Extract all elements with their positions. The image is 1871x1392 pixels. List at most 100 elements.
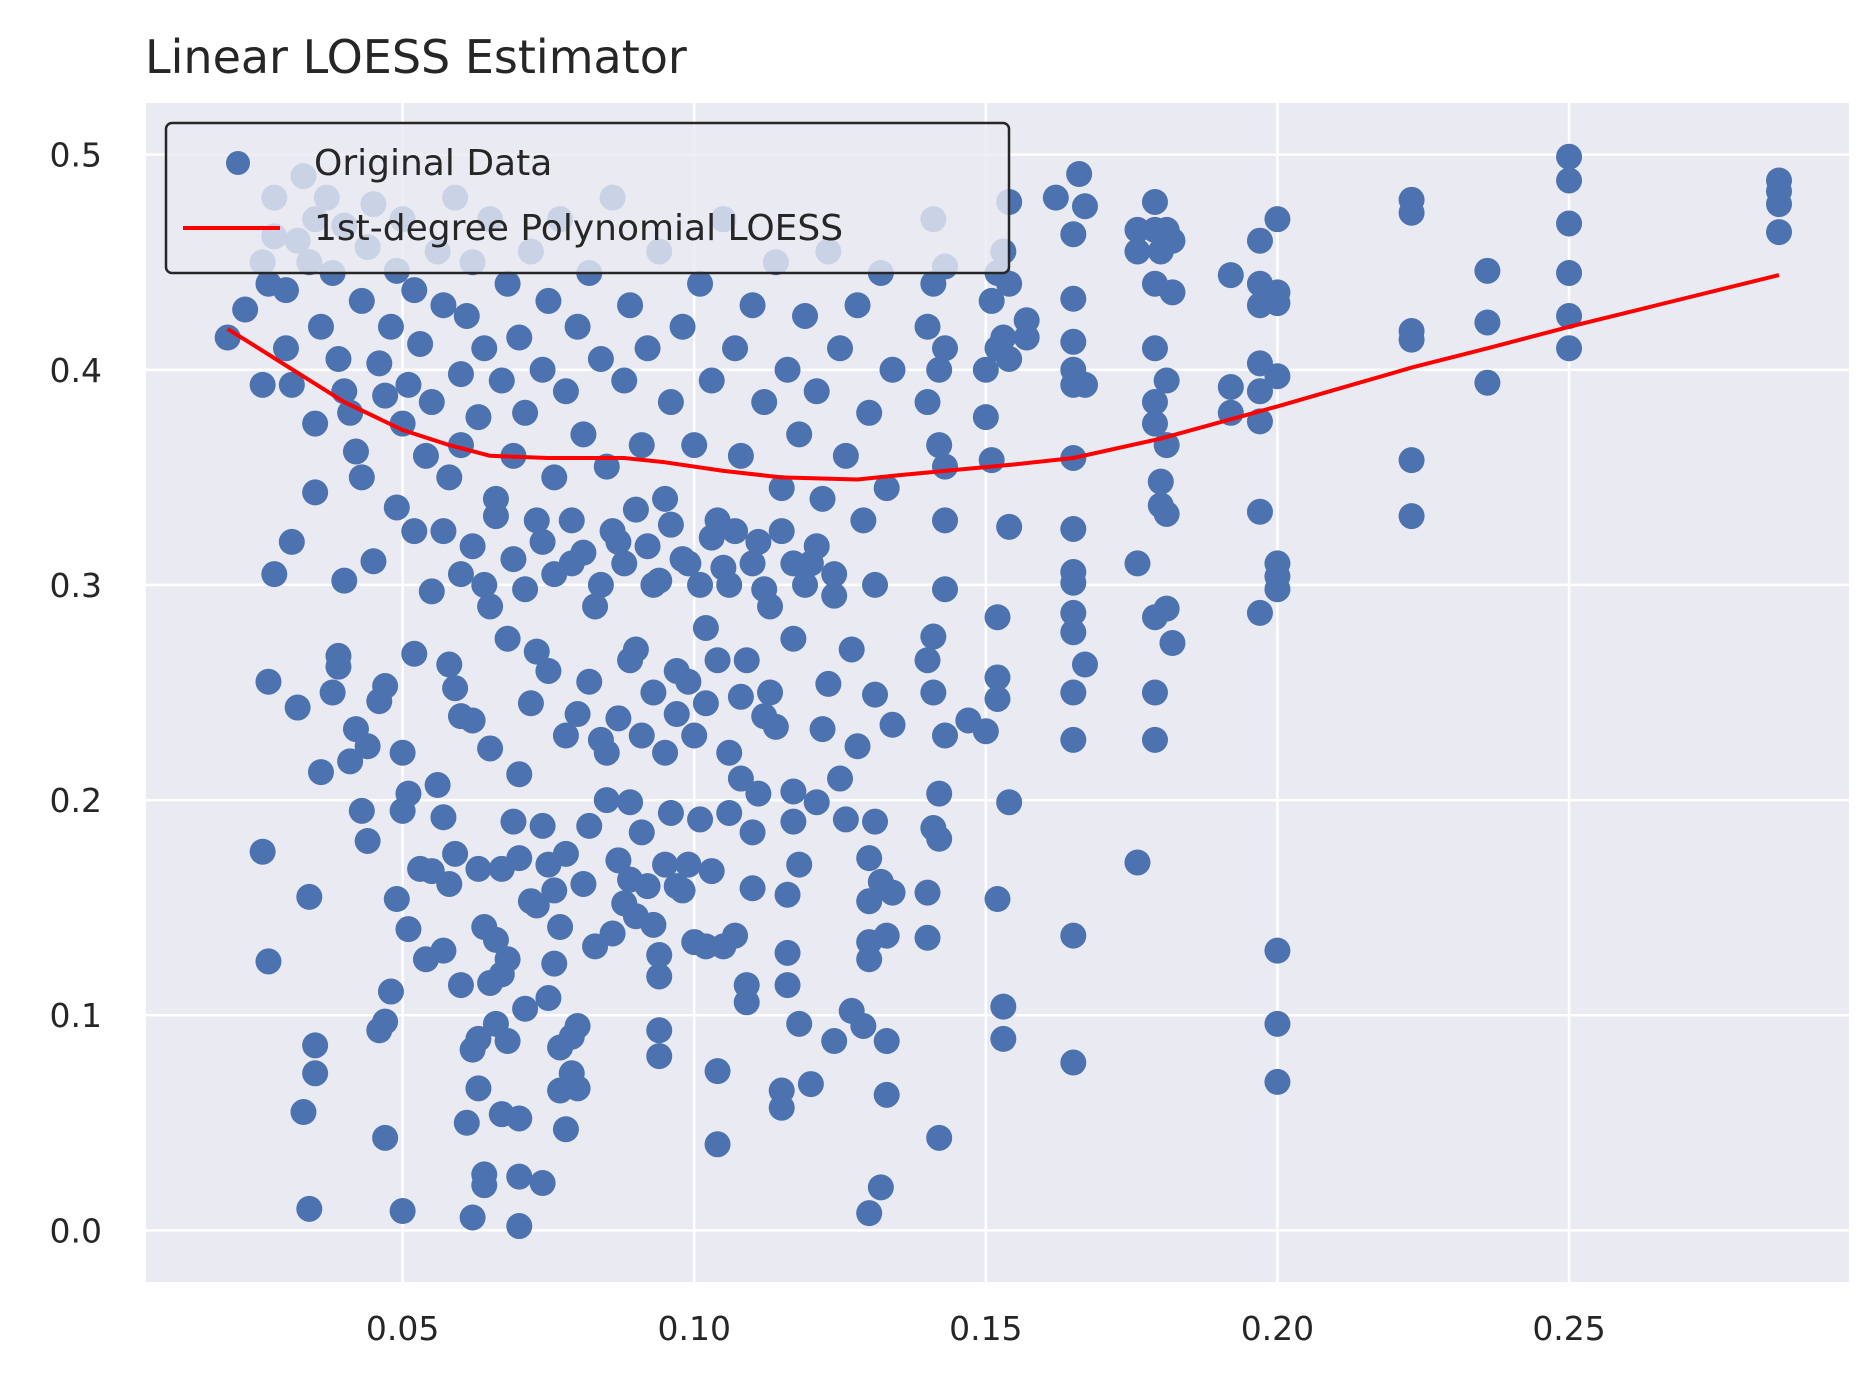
data-point xyxy=(506,1213,533,1240)
y-tick-label: 0.3 xyxy=(50,566,102,605)
data-point xyxy=(395,371,422,398)
data-point xyxy=(856,1200,883,1227)
data-point xyxy=(932,453,959,480)
data-point xyxy=(850,1012,877,1039)
data-point xyxy=(465,855,492,882)
data-point xyxy=(1153,500,1180,527)
data-point xyxy=(360,548,387,575)
data-point xyxy=(337,748,364,775)
data-point xyxy=(722,518,749,545)
data-point xyxy=(990,1025,1017,1052)
data-point xyxy=(1159,279,1186,306)
data-point xyxy=(1066,160,1093,187)
data-point xyxy=(739,819,766,846)
data-point xyxy=(745,528,772,555)
data-point xyxy=(278,371,305,398)
data-point xyxy=(1264,363,1291,390)
data-point xyxy=(605,847,632,874)
data-point xyxy=(716,799,743,826)
data-point xyxy=(768,475,795,502)
data-point xyxy=(523,638,550,665)
data-point xyxy=(704,647,731,674)
data-point xyxy=(1060,328,1087,355)
data-point xyxy=(436,870,463,897)
data-point xyxy=(436,651,463,678)
data-point xyxy=(932,507,959,534)
data-point xyxy=(827,765,854,792)
data-point xyxy=(617,647,644,674)
y-tick-label: 0.5 xyxy=(50,136,102,175)
data-point xyxy=(832,806,859,833)
legend-label-loess: 1st-degree Polynomial LOESS xyxy=(314,208,843,249)
data-point xyxy=(529,528,556,555)
data-point xyxy=(774,881,801,908)
data-point xyxy=(704,1058,731,1085)
data-point xyxy=(576,812,603,839)
data-point xyxy=(319,679,346,706)
data-point xyxy=(704,1131,731,1158)
legend-box xyxy=(164,121,1011,275)
data-point xyxy=(1071,651,1098,678)
data-point xyxy=(932,335,959,362)
data-point xyxy=(249,371,276,398)
y-tick-label: 0.0 xyxy=(50,1211,102,1250)
data-point xyxy=(652,739,679,766)
data-point xyxy=(1060,221,1087,248)
data-point xyxy=(372,673,399,700)
data-point xyxy=(646,1043,673,1070)
data-point xyxy=(932,576,959,603)
data-point xyxy=(762,713,789,740)
data-point xyxy=(354,827,381,854)
data-point xyxy=(401,640,428,667)
data-point xyxy=(564,313,591,340)
data-point xyxy=(1124,849,1151,876)
data-point xyxy=(1398,199,1425,226)
data-point xyxy=(1060,599,1087,626)
data-point xyxy=(698,367,725,394)
data-point xyxy=(856,399,883,426)
data-point xyxy=(564,701,591,728)
data-point xyxy=(372,1124,399,1151)
data-point xyxy=(1141,188,1168,215)
data-point xyxy=(687,270,714,297)
data-point xyxy=(757,679,784,706)
legend-label-original-data: Original Data xyxy=(314,143,552,184)
data-point xyxy=(622,496,649,523)
data-point xyxy=(278,528,305,555)
y-axis: 0.0 0.1 0.2 0.3 0.4 0.5 xyxy=(50,136,102,1251)
data-point xyxy=(862,571,889,598)
data-point xyxy=(482,503,509,530)
data-point xyxy=(272,335,299,362)
data-point xyxy=(1246,378,1273,405)
data-point xyxy=(453,302,480,329)
data-point xyxy=(570,539,597,566)
data-point xyxy=(996,270,1023,297)
data-point xyxy=(681,722,708,749)
data-point xyxy=(552,840,579,867)
chart-title: Linear LOESS Estimator xyxy=(145,30,687,84)
data-point xyxy=(307,313,334,340)
data-point xyxy=(617,292,644,319)
data-point xyxy=(768,518,795,545)
data-point xyxy=(1060,1049,1087,1076)
data-point xyxy=(675,851,702,878)
data-point xyxy=(576,668,603,695)
data-point xyxy=(1398,326,1425,353)
data-point xyxy=(611,550,638,577)
data-point xyxy=(862,681,889,708)
data-point xyxy=(552,378,579,405)
data-point xyxy=(523,507,550,534)
data-point xyxy=(990,324,1017,351)
data-point xyxy=(1474,309,1501,336)
data-point xyxy=(1264,290,1291,317)
data-point xyxy=(628,819,655,846)
data-point xyxy=(1159,227,1186,254)
data-point xyxy=(558,507,585,534)
data-point xyxy=(442,840,469,867)
data-point xyxy=(687,806,714,833)
data-point xyxy=(914,647,941,674)
data-point xyxy=(506,1105,533,1132)
data-point xyxy=(430,518,457,545)
data-point xyxy=(447,561,474,588)
data-point xyxy=(657,389,684,416)
